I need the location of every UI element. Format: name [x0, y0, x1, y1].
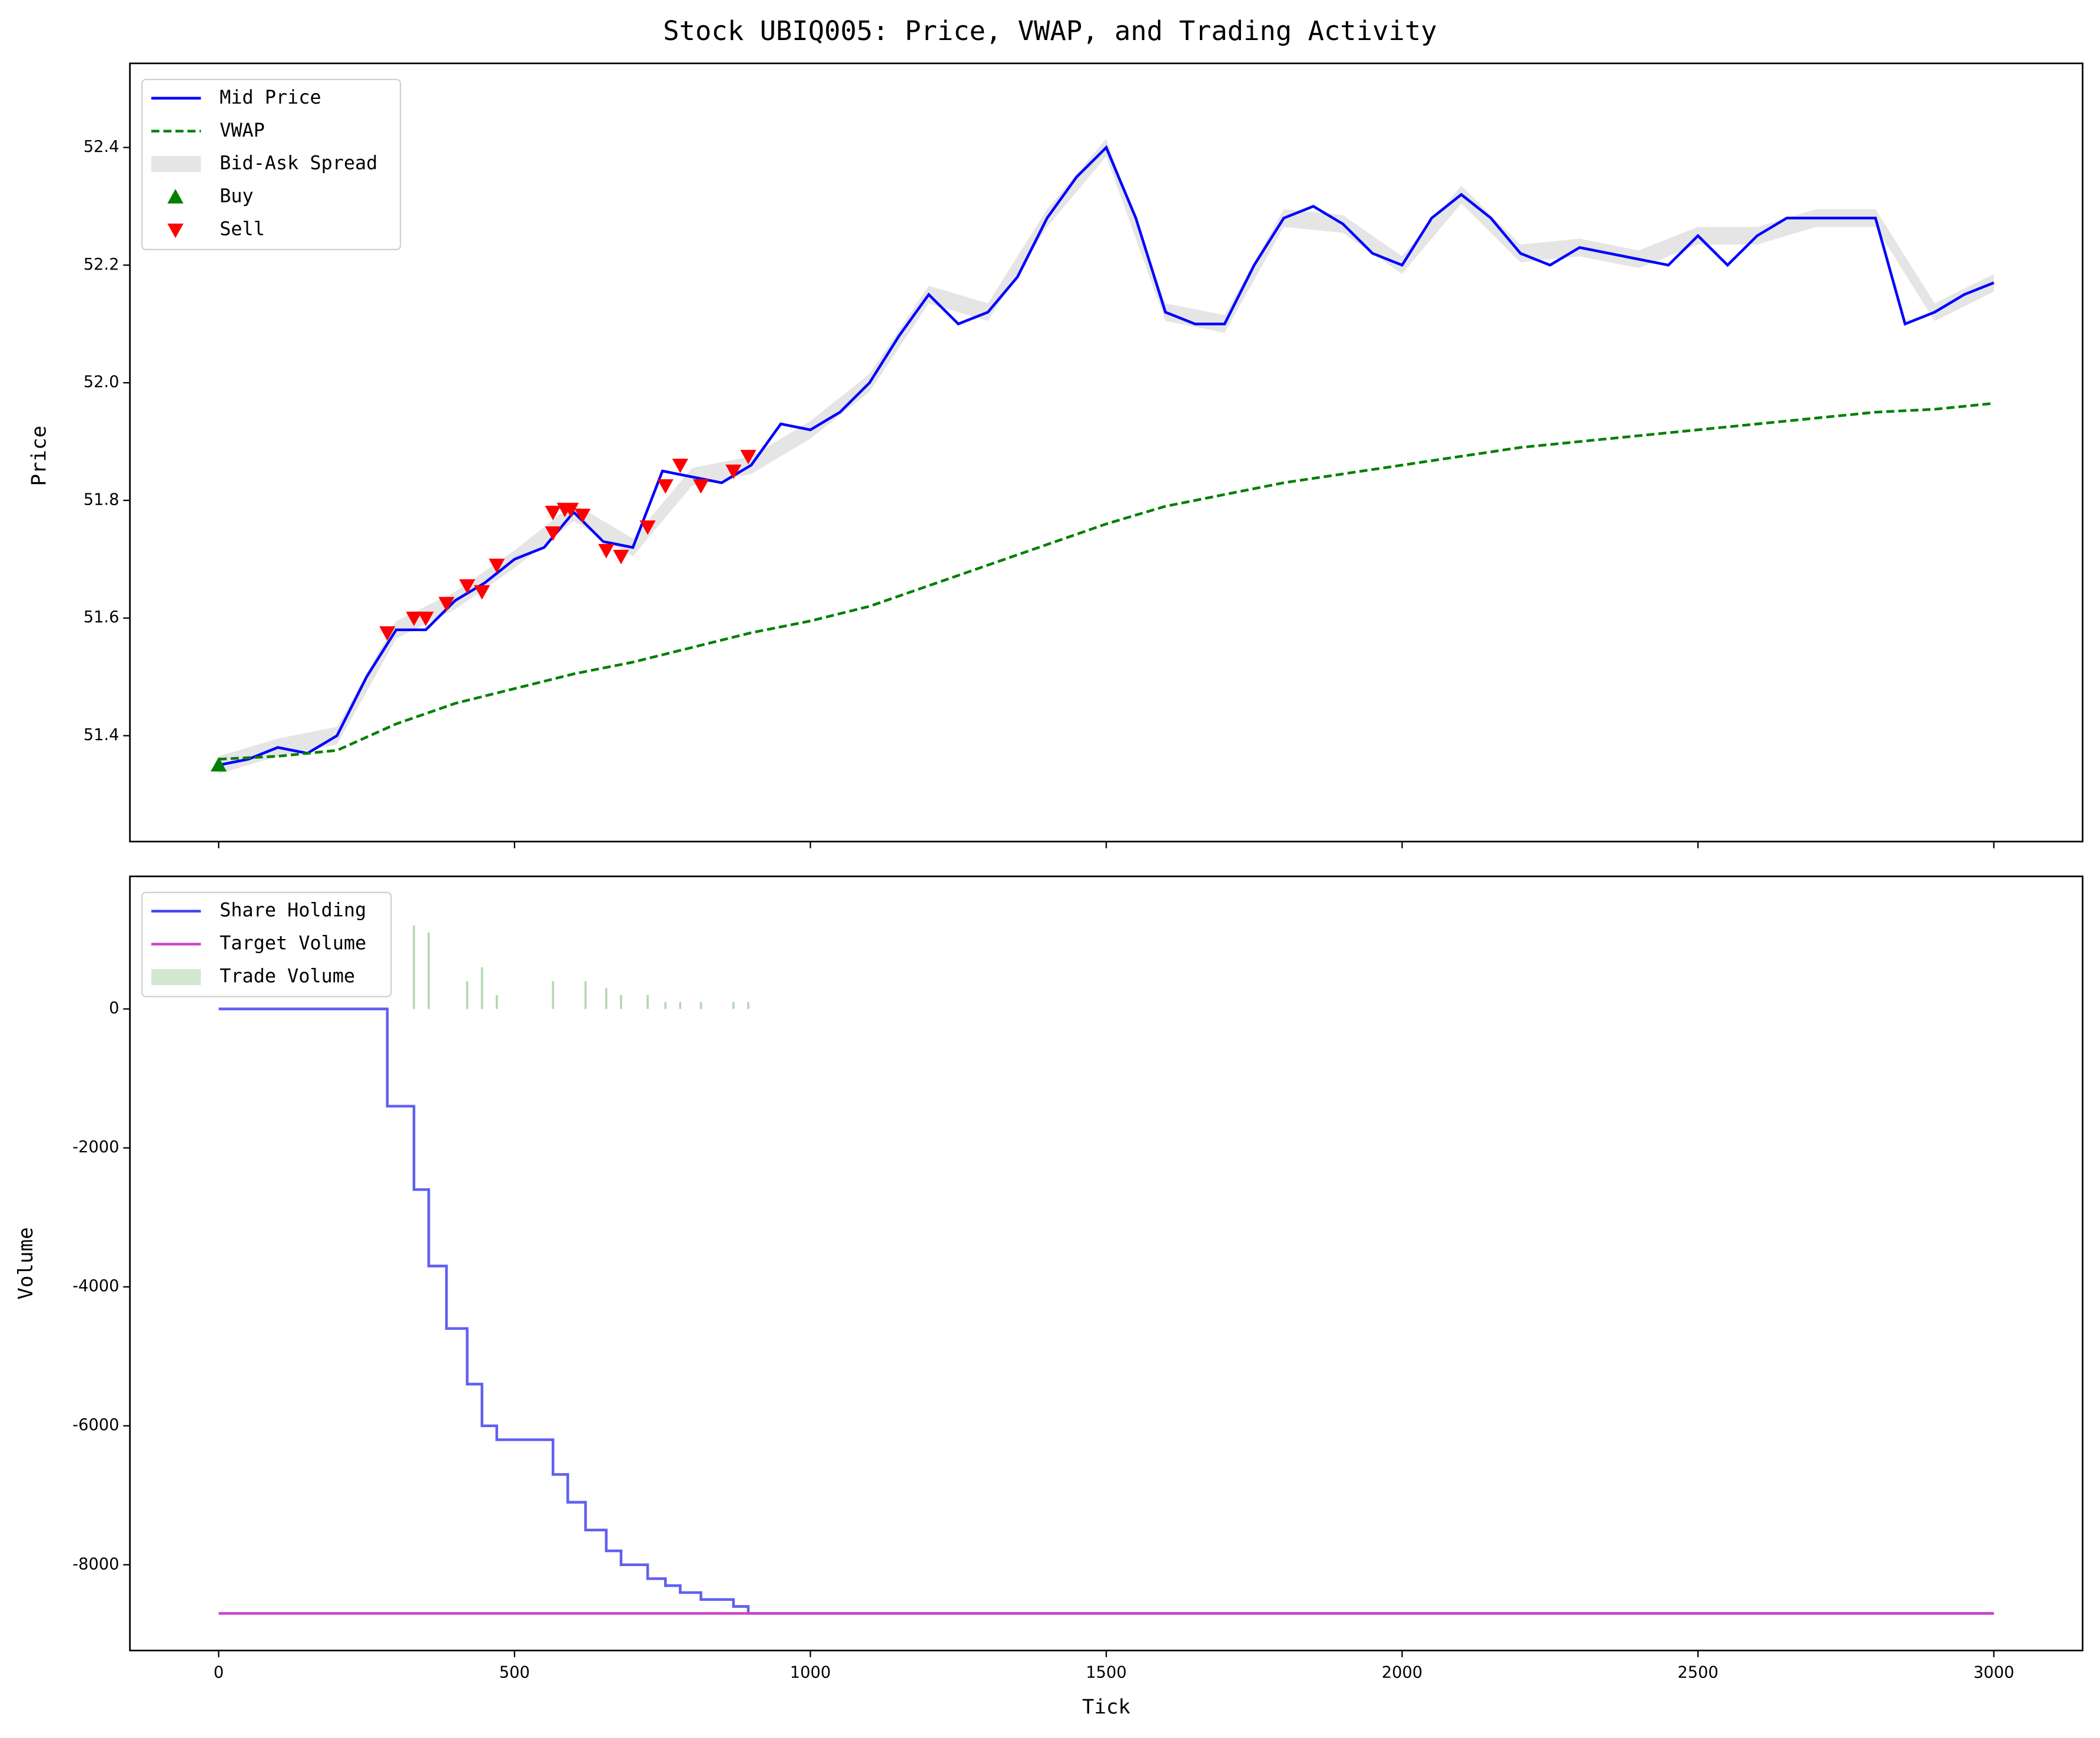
y-tick-label: 51.6: [84, 608, 120, 626]
trade-marker: [210, 757, 227, 772]
trade-marker: [639, 520, 656, 535]
volume-bar: [732, 1001, 735, 1009]
y-tick-label: -4000: [72, 1277, 119, 1295]
volume-bar: [699, 1001, 702, 1009]
y-axis-label: Volume: [14, 1227, 38, 1299]
volume-bar: [664, 1001, 667, 1009]
legend-box: [141, 891, 392, 997]
y-tick-label: 51.8: [84, 490, 120, 509]
trade-marker: [406, 611, 422, 626]
x-tick-label: 500: [499, 1664, 530, 1682]
series-line: [218, 402, 1994, 761]
axes-frame: [129, 62, 2084, 843]
volume-bar: [552, 981, 555, 1009]
trade-marker: [562, 503, 579, 518]
trade-marker: [672, 459, 689, 473]
y-tick-label: 52.0: [84, 373, 120, 392]
legend-label: Trade Volume: [220, 965, 355, 987]
trade-marker: [545, 526, 561, 541]
legend-handle: [151, 156, 201, 173]
legend-label: Target Volume: [220, 932, 366, 954]
volume-bar: [480, 967, 483, 1009]
volume-bar: [413, 926, 415, 1009]
y-tick-label: 0: [109, 999, 119, 1017]
trade-marker: [417, 611, 434, 626]
spread-area: [218, 138, 1994, 774]
trade-marker: [657, 479, 674, 494]
trade-marker: [598, 543, 615, 559]
trade-marker: [725, 465, 742, 479]
volume-bar: [466, 981, 469, 1009]
y-axis-label: Price: [28, 426, 51, 486]
legend-box: [141, 78, 402, 251]
legend-handle: [151, 968, 201, 986]
volume-bar: [427, 932, 430, 1009]
x-tick-label: 2500: [1677, 1664, 1718, 1682]
trade-marker: [692, 479, 709, 494]
volume-bar: [584, 981, 587, 1009]
plot-area: [218, 926, 1994, 1615]
x-tick-label: 1000: [790, 1664, 831, 1682]
volume-bar: [620, 995, 622, 1009]
y-tick-label: -6000: [72, 1416, 119, 1434]
x-tick-label: 3000: [1973, 1664, 2014, 1682]
volume-bar: [679, 1001, 682, 1009]
series-line: [218, 145, 1995, 767]
legend-label: Buy: [220, 185, 254, 207]
trade-marker: [613, 549, 629, 565]
legend-handle: [167, 189, 184, 204]
y-tick-label: -2000: [72, 1138, 119, 1156]
y-tick-label: 52.2: [84, 256, 120, 274]
trade-marker: [740, 450, 757, 465]
trade-marker: [379, 626, 396, 641]
trade-marker: [545, 505, 561, 520]
axes-frame: [129, 875, 2084, 1651]
volume-bar: [495, 995, 498, 1009]
y-tick-label: -8000: [72, 1555, 119, 1573]
volume-bar: [605, 988, 608, 1009]
legend-handle: [167, 223, 184, 238]
legend-label: Mid Price: [220, 86, 321, 108]
legend-label: Sell: [220, 218, 265, 240]
x-axis-label: Tick: [1082, 1696, 1131, 1719]
y-tick-label: 51.4: [84, 726, 120, 744]
legend-label: Share Holding: [220, 899, 366, 921]
x-tick-label: 1500: [1086, 1664, 1126, 1682]
trade-marker: [459, 579, 476, 594]
trade-marker: [438, 596, 455, 612]
volume-bar: [646, 995, 649, 1009]
trade-marker: [574, 508, 591, 523]
trade-marker: [489, 558, 505, 573]
chart-title: Stock UBIQ005: Price, VWAP, and Trading …: [663, 15, 1437, 47]
x-tick-label: 0: [214, 1664, 224, 1682]
series-line: [218, 1007, 1994, 1615]
legend-label: VWAP: [220, 119, 265, 141]
legend-label: Bid-Ask Spread: [220, 152, 377, 174]
plot-area: [210, 138, 1995, 774]
volume-bar: [747, 1001, 749, 1009]
trade-marker: [474, 585, 490, 600]
x-tick-label: 2000: [1382, 1664, 1422, 1682]
y-tick-label: 52.4: [84, 138, 120, 156]
